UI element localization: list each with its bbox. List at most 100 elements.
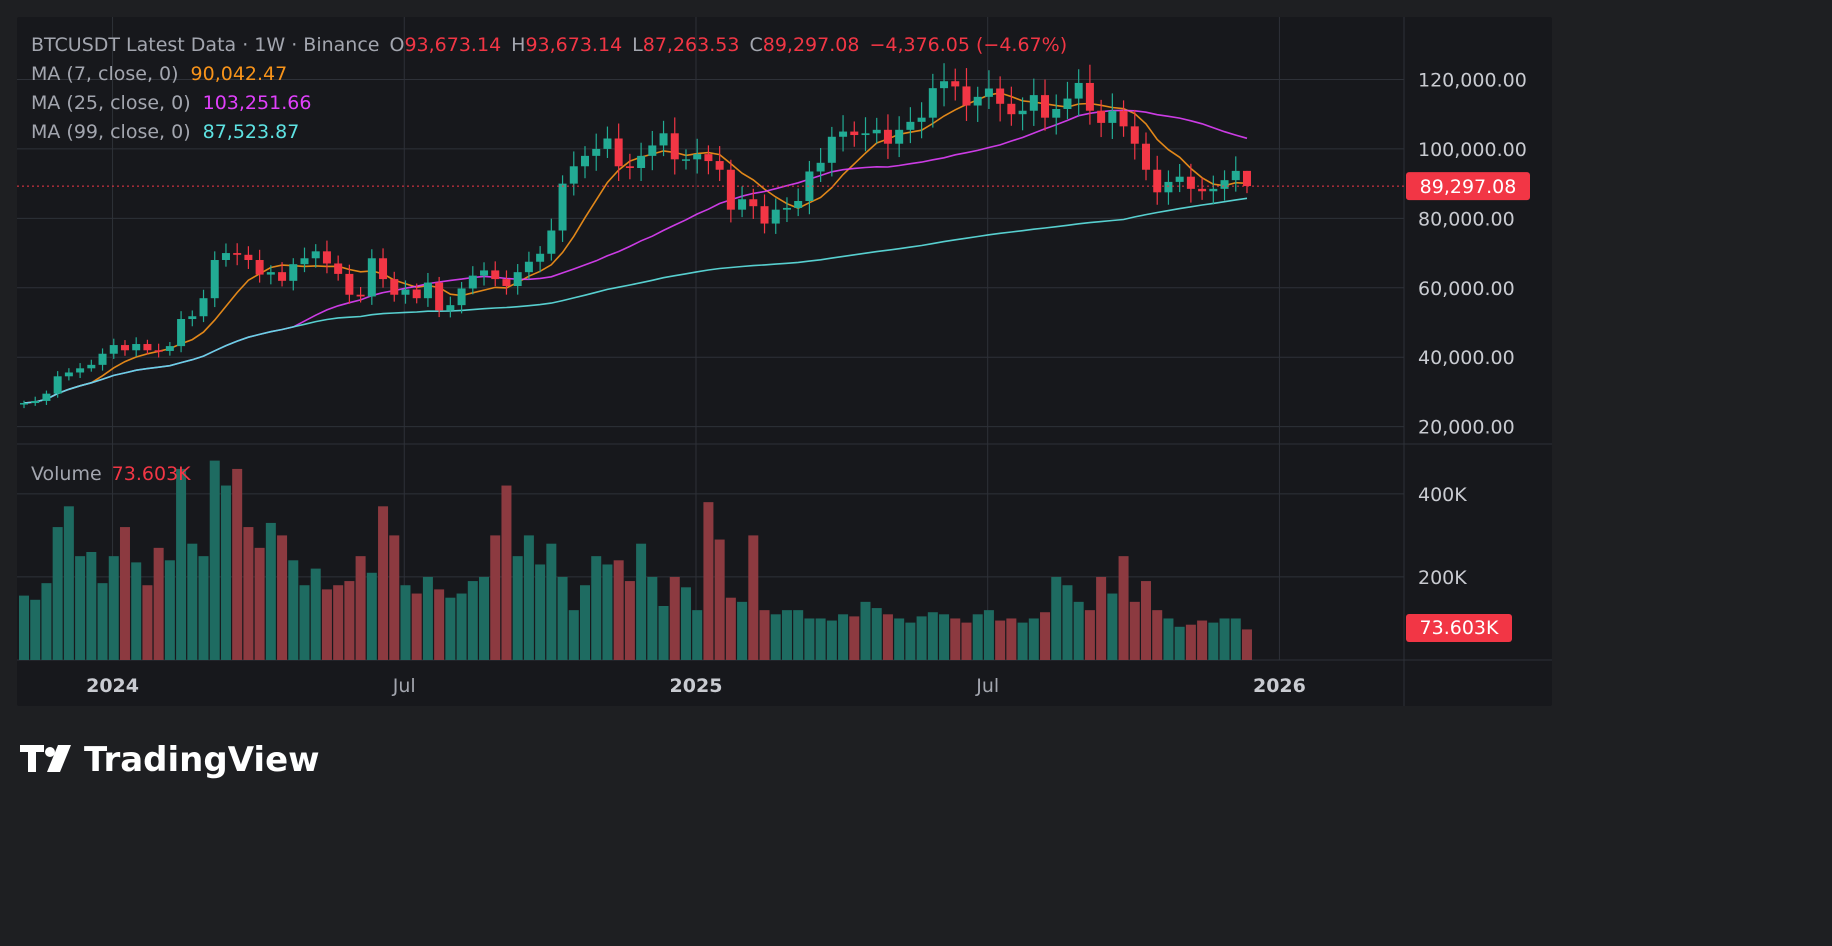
- candle-body: [210, 260, 219, 299]
- volume-bar: [557, 576, 568, 660]
- volume-bar: [983, 610, 994, 660]
- volume-bar: [804, 618, 815, 660]
- candle-body: [120, 345, 129, 351]
- volume-bar: [41, 583, 52, 660]
- volume-bar: [512, 556, 523, 660]
- volume-bar: [961, 622, 972, 660]
- volume-bar: [445, 597, 456, 660]
- ma25-value: 103,251.66: [203, 92, 312, 114]
- candle-body: [704, 154, 713, 162]
- ma25-legend[interactable]: MA (25, close, 0) 103,251.66: [31, 92, 311, 114]
- volume-bar: [153, 547, 164, 660]
- volume-bar: [176, 468, 187, 660]
- candle-body: [390, 279, 399, 295]
- time-axis-label: Jul: [975, 675, 999, 697]
- volume-bar: [97, 583, 108, 660]
- volume-bar: [815, 618, 826, 660]
- candle-body: [861, 133, 870, 136]
- candle-body: [109, 345, 118, 354]
- candle-body: [233, 253, 242, 255]
- candle-body: [872, 129, 881, 134]
- candle-body: [1220, 180, 1229, 189]
- volume-bar: [333, 585, 344, 660]
- candle-body: [64, 372, 73, 377]
- volume-legend[interactable]: Volume 73.603K: [31, 463, 191, 485]
- candle-body: [42, 393, 51, 401]
- volume-label: Volume: [31, 463, 102, 485]
- candle-body: [244, 254, 253, 261]
- volume-bar: [636, 543, 647, 660]
- volume-bar: [916, 616, 927, 660]
- candle-body: [1209, 188, 1218, 192]
- volume-tick-label: 400K: [1418, 484, 1467, 506]
- candle-body: [984, 88, 993, 97]
- volume-bar: [580, 585, 590, 660]
- candle-body: [883, 129, 892, 144]
- volume-bar: [995, 620, 1006, 660]
- volume-bar: [793, 610, 804, 660]
- volume-bar: [254, 547, 265, 660]
- low-label: L: [632, 34, 643, 56]
- volume-bar: [108, 556, 119, 660]
- volume-bar: [905, 622, 916, 660]
- candle-body: [782, 207, 791, 210]
- candle-body: [98, 353, 107, 365]
- candle-body: [289, 264, 298, 281]
- ma7-value: 90,042.47: [191, 63, 288, 85]
- candle-body: [502, 279, 511, 287]
- ma99-legend[interactable]: MA (99, close, 0) 87,523.87: [31, 121, 299, 143]
- candle-body: [457, 288, 466, 306]
- price-tick-label: 20,000.00: [1418, 417, 1515, 439]
- candle-body: [401, 289, 410, 295]
- candle-body: [435, 282, 444, 311]
- volume-bar: [479, 576, 490, 660]
- volume-bar: [894, 618, 905, 660]
- candle-body: [1074, 82, 1083, 99]
- ma7-legend[interactable]: MA (7, close, 0) 90,042.47: [31, 63, 287, 85]
- candle-body: [805, 171, 814, 201]
- last-price-badge: 89,297.08: [1406, 172, 1530, 201]
- volume-bar: [52, 527, 63, 660]
- candle-body: [1198, 188, 1207, 192]
- candle-body: [827, 136, 836, 163]
- candle-body: [1175, 176, 1184, 182]
- volume-bar: [658, 606, 669, 660]
- close-value: 89,297.08: [763, 34, 860, 56]
- candle-body: [311, 251, 320, 259]
- volume-bar: [680, 587, 691, 660]
- volume-bar: [344, 581, 355, 660]
- candle-body: [367, 258, 376, 297]
- volume-bar: [277, 535, 288, 660]
- grid-lines: [17, 17, 1404, 660]
- volume-bar: [1084, 610, 1095, 660]
- candle-body: [637, 155, 646, 169]
- time-axis-label: 2026: [1253, 675, 1306, 697]
- volume-bar: [321, 589, 332, 660]
- volume-bar: [265, 522, 276, 660]
- volume-bar: [1062, 585, 1073, 660]
- volume-bar: [692, 610, 703, 660]
- volume-bar: [119, 527, 130, 660]
- candle-body: [693, 154, 702, 160]
- tradingview-logo[interactable]: TradingView: [20, 740, 320, 780]
- candle-body: [839, 131, 848, 137]
- volume-bar: [1174, 626, 1185, 660]
- candle-body: [726, 169, 735, 210]
- tradingview-logo-icon: [20, 745, 71, 772]
- candle-body: [1085, 82, 1094, 111]
- candle-body: [300, 258, 309, 265]
- volume-bar: [1241, 629, 1252, 660]
- candle-body: [906, 121, 915, 130]
- volume-bar: [456, 593, 467, 660]
- candle-body: [278, 272, 287, 281]
- candle-body: [536, 253, 545, 262]
- volume-bar: [422, 576, 433, 660]
- btcusdt-weekly-chart[interactable]: 120,000.00 100,000.00 80,000.00 60,000.00 40…: [0, 0, 1568, 810]
- candle-body: [760, 206, 769, 224]
- symbol-legend[interactable]: BTCUSDT Latest Data · 1W · Binance O93,67…: [31, 34, 1067, 56]
- volume-bar: [725, 597, 736, 660]
- volume-bar: [355, 556, 366, 660]
- volume-bars: [19, 460, 1252, 660]
- candle-body: [895, 129, 904, 144]
- candle-body: [177, 319, 186, 347]
